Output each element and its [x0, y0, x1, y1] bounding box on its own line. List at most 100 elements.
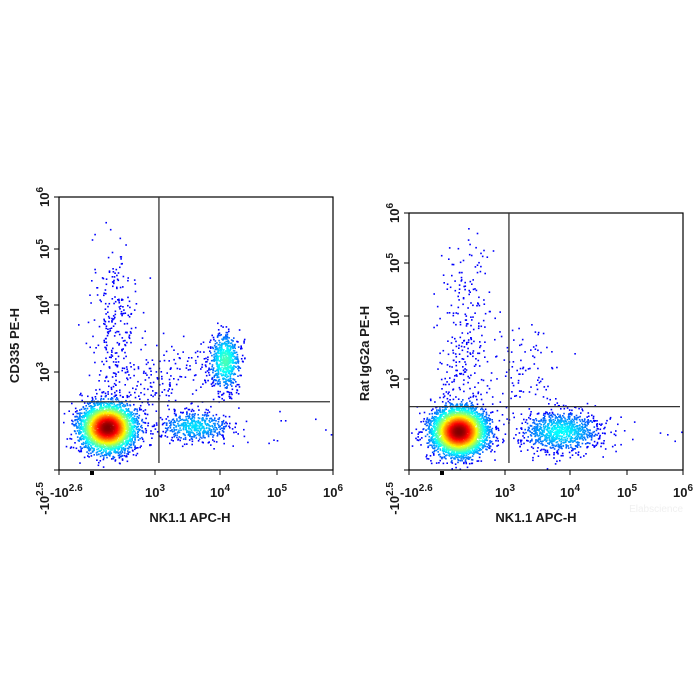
event-dot	[211, 433, 213, 436]
event-dot	[136, 408, 138, 411]
event-dot	[225, 380, 227, 382]
event-dot	[208, 427, 210, 429]
event-dot	[215, 379, 217, 382]
event-dot	[121, 451, 124, 454]
event-dot	[107, 380, 110, 383]
event-dot	[107, 315, 110, 318]
event-dot	[125, 444, 127, 446]
event-dot	[120, 413, 122, 416]
event-dot	[209, 347, 212, 349]
event-dot	[136, 435, 139, 438]
event-dot	[108, 330, 110, 333]
event-dot	[112, 385, 115, 388]
event-dot	[142, 410, 145, 412]
event-dot	[94, 396, 97, 398]
event-dot	[226, 350, 229, 352]
event-dot	[90, 455, 93, 457]
event-dot	[118, 301, 121, 304]
event-dot	[222, 392, 225, 395]
event-dot	[240, 347, 242, 349]
event-dot	[117, 355, 120, 358]
event-dot	[218, 347, 220, 349]
event-dot	[83, 436, 85, 439]
event-dot	[229, 349, 231, 352]
event-dot	[116, 287, 118, 290]
event-dot	[209, 421, 211, 423]
event-dot	[128, 395, 130, 398]
event-dot	[138, 395, 140, 397]
event-dot	[143, 387, 146, 390]
event-dot	[114, 446, 116, 449]
event-dot	[205, 430, 207, 433]
event-dot	[112, 281, 115, 283]
event-dot	[108, 385, 110, 388]
event-dot	[184, 419, 186, 421]
event-dot	[128, 391, 131, 394]
event-dot	[102, 458, 105, 461]
event-dot	[130, 394, 132, 396]
event-dot	[103, 417, 106, 419]
event-dot	[92, 411, 94, 414]
event-dot	[168, 395, 170, 397]
event-dot	[204, 413, 206, 416]
event-dot	[279, 410, 281, 413]
event-dot	[173, 410, 176, 413]
event-dot	[228, 391, 231, 394]
event-dot	[188, 425, 190, 428]
event-dot	[153, 424, 156, 427]
event-dot	[117, 449, 119, 451]
event-dot	[79, 412, 81, 414]
event-dot	[220, 348, 222, 351]
event-dot	[118, 435, 120, 437]
event-dot	[222, 339, 224, 341]
event-dot	[330, 434, 333, 436]
event-dot	[117, 451, 119, 453]
event-dot	[113, 448, 116, 451]
event-dot	[189, 365, 191, 367]
event-dot	[219, 382, 221, 385]
event-dot	[221, 344, 223, 347]
event-dot	[90, 416, 92, 418]
event-dot	[229, 362, 232, 364]
event-dot	[102, 451, 104, 454]
event-dot	[177, 353, 179, 355]
event-dot	[167, 426, 169, 429]
event-dot	[156, 377, 159, 379]
event-dot	[124, 339, 126, 342]
event-dot	[121, 454, 124, 457]
event-dot	[162, 422, 165, 425]
event-dot	[194, 434, 196, 437]
event-dot	[125, 410, 128, 412]
event-dot	[179, 439, 181, 442]
event-dot	[94, 445, 97, 448]
event-dot	[112, 457, 114, 460]
event-dot	[211, 354, 213, 357]
event-dot	[75, 447, 78, 450]
event-dot	[89, 442, 92, 444]
event-dot	[117, 407, 120, 410]
event-dot	[228, 351, 230, 353]
event-dot	[206, 414, 208, 416]
event-dot	[124, 384, 126, 386]
event-dot	[136, 452, 139, 455]
event-dot	[211, 364, 214, 366]
event-dot	[87, 432, 89, 435]
event-dot	[212, 414, 215, 417]
event-dot	[114, 460, 117, 462]
event-dot	[223, 337, 225, 339]
event-dot	[101, 452, 103, 454]
event-dot	[101, 445, 104, 448]
event-dot	[177, 378, 180, 381]
event-dot	[211, 378, 214, 380]
event-dot	[109, 402, 112, 405]
event-dot	[105, 360, 108, 363]
event-dot	[96, 448, 98, 451]
event-dot	[169, 430, 172, 432]
event-dot	[88, 374, 91, 377]
event-dot	[224, 360, 226, 362]
event-dot	[233, 337, 235, 339]
event-dot	[219, 341, 221, 344]
event-dot	[98, 403, 101, 406]
event-dot	[128, 423, 131, 426]
event-dot	[240, 374, 242, 377]
